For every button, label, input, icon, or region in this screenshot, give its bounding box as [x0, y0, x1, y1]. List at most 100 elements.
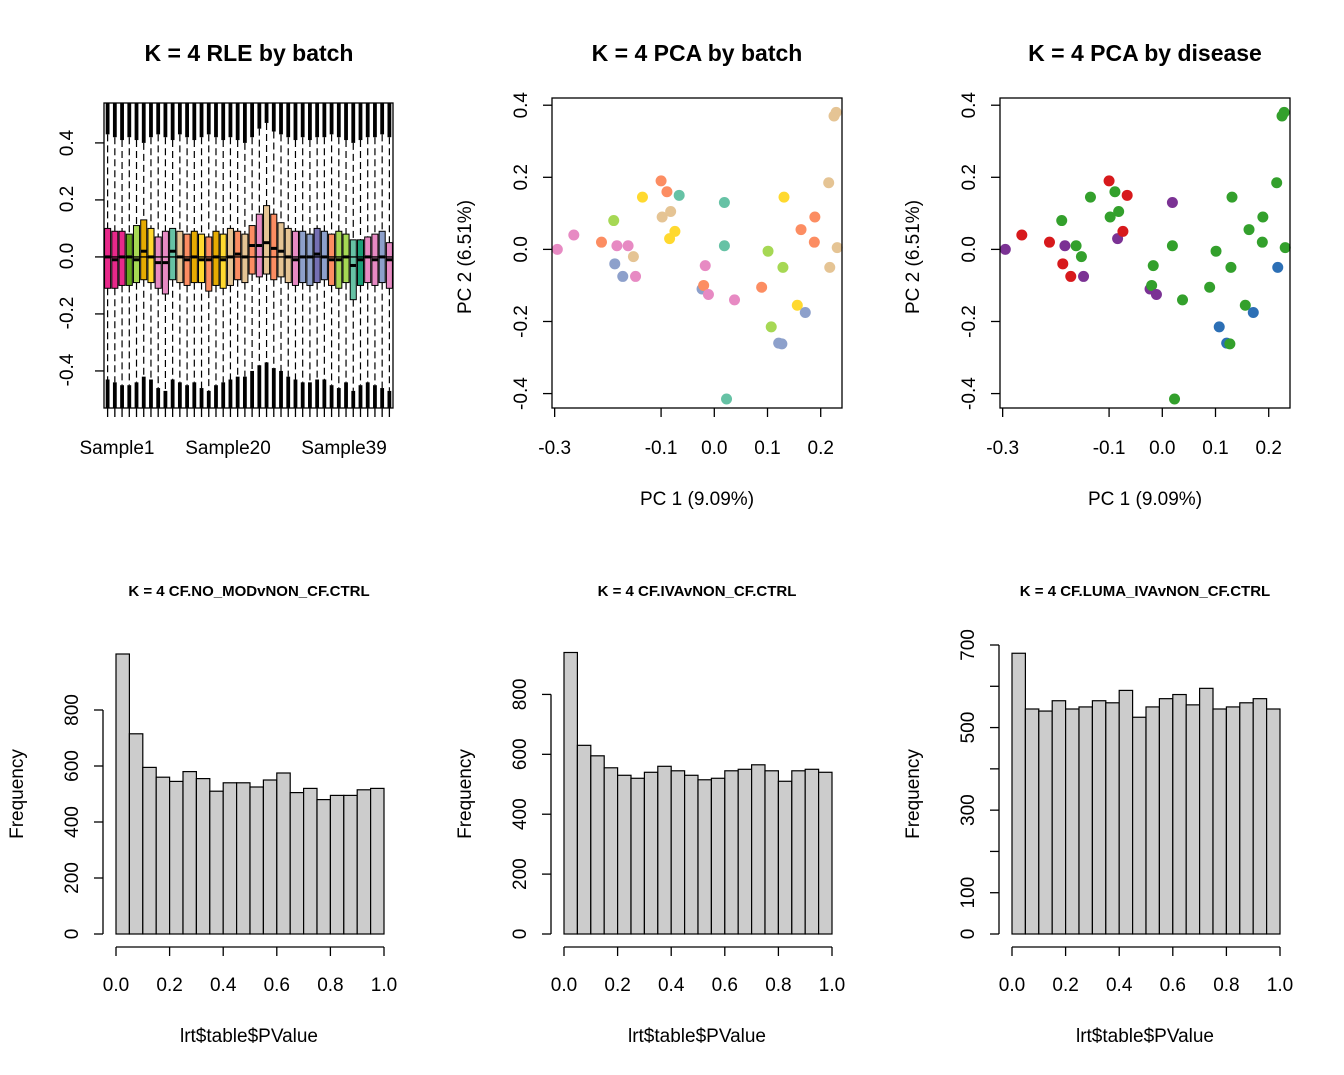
upper-outliers: [156, 103, 161, 135]
histogram-bar: [630, 777, 645, 935]
x-tick-label: 0.4: [658, 975, 685, 996]
histogram-bar: [370, 787, 385, 935]
histogram-bar: [195, 777, 211, 935]
histogram-bar: [670, 770, 686, 935]
histogram-bar: [764, 770, 779, 935]
lower-outliers: [286, 376, 291, 408]
upper-outliers: [387, 103, 392, 138]
upper-outliers: [271, 103, 276, 132]
rle-y-tick-label: 0.2: [57, 186, 78, 212]
lower-outliers: [250, 370, 255, 408]
lower-outliers: [127, 385, 132, 408]
histogram-bar: [724, 770, 739, 935]
histogram-bar: [1118, 689, 1134, 935]
lower-outliers: [242, 376, 247, 408]
upper-outliers: [199, 103, 204, 138]
data-point: [611, 240, 623, 252]
lower-outliers: [264, 362, 269, 408]
lower-outliers: [315, 379, 320, 408]
box: [306, 233, 314, 286]
upper-outliers: [163, 103, 168, 138]
data-point: [669, 225, 681, 237]
rle-boxes: [104, 103, 393, 408]
y-tick-label: 600: [62, 750, 83, 782]
lower-outliers: [300, 382, 305, 408]
upper-outliers: [141, 103, 146, 143]
lower-outliers: [149, 379, 153, 408]
x-tick-label: 1.0: [1267, 975, 1293, 996]
data-point: [1104, 211, 1116, 223]
histogram-bar: [817, 771, 833, 935]
data-point: [622, 240, 634, 252]
x-tick-label: 0.1: [754, 438, 780, 459]
histogram-bar: [737, 768, 753, 935]
histogram-bar: [249, 786, 264, 935]
histogram-bar: [1091, 700, 1107, 935]
upper-outliers: [351, 103, 356, 143]
histogram-bar: [1265, 708, 1281, 935]
data-point: [1166, 197, 1178, 209]
hist-luma-iva-title: K = 4 CF.LUMA_IVAvNON_CF.CTRL: [1020, 583, 1270, 600]
data-point: [1166, 240, 1178, 252]
data-point: [1109, 186, 1121, 198]
hist-luma-iva-x-label: lrt$table$PValue: [1076, 1026, 1214, 1047]
data-point: [776, 338, 788, 350]
lower-outliers: [228, 379, 233, 408]
lower-outliers: [373, 385, 377, 408]
lower-outliers: [134, 382, 139, 408]
upper-outliers: [300, 103, 305, 138]
data-point: [1078, 270, 1090, 282]
x-tick-label: 0.2: [604, 975, 630, 996]
data-point: [718, 240, 730, 252]
upper-outliers: [373, 103, 377, 138]
x-tick-label: -0.1: [1093, 438, 1126, 459]
data-point: [1146, 279, 1158, 291]
lower-outliers: [358, 385, 363, 408]
data-point: [756, 281, 768, 293]
data-point: [1084, 191, 1096, 203]
data-point: [765, 321, 777, 333]
data-point: [1213, 321, 1225, 333]
x-tick-label: 0.6: [264, 975, 290, 996]
data-point: [661, 186, 673, 198]
lower-outliers: [206, 390, 211, 408]
y-tick-label: -0.2: [511, 305, 532, 338]
rle-y-tick-label: 0.0: [57, 243, 78, 269]
histogram-bar: [1131, 716, 1147, 935]
hist-iva-bars: [563, 651, 833, 935]
x-tick-label: 0.4: [1106, 975, 1133, 996]
y-tick-label: 0.2: [511, 164, 532, 190]
lower-outliers: [308, 382, 312, 408]
upper-outliers: [112, 103, 117, 138]
data-point: [665, 206, 677, 218]
data-point: [1225, 261, 1237, 273]
x-tick-label: 0.4: [210, 975, 237, 996]
histogram-bar: [710, 777, 726, 935]
hist-iva-title: K = 4 CF.IVAvNON_CF.CTRL: [598, 583, 797, 600]
histogram-bar: [603, 767, 619, 935]
y-tick-label: 0: [958, 929, 979, 940]
histogram-bar: [643, 771, 659, 935]
hist-luma-iva-axes: 0.0 0.2 0.4 0.6 0.8 1.0 0 100 300 500 700: [958, 629, 1293, 996]
pca-disease-x-label: PC 1 (9.09%): [1088, 489, 1202, 510]
x-tick-label: 0.0: [701, 438, 727, 459]
hist-no-mod-panel: K = 4 CF.NO_MODvNON_CF.CTRL 0.0 0.2 0.4 0.6…: [7, 583, 397, 1047]
x-tick-label: 0.0: [1149, 438, 1175, 459]
data-point: [595, 236, 607, 248]
x-tick-label: 0.2: [808, 438, 834, 459]
lower-outliers: [336, 388, 341, 408]
pca-batch-points: [551, 106, 843, 405]
histogram-bar: [563, 651, 578, 935]
histogram-bar: [1225, 706, 1241, 935]
histogram-bar: [343, 794, 358, 935]
lower-outliers: [344, 382, 348, 408]
y-tick-label: -0.4: [959, 377, 980, 410]
box: [349, 239, 357, 301]
upper-outliers: [322, 103, 327, 138]
upper-outliers: [221, 103, 226, 141]
histogram-bar: [1239, 702, 1254, 935]
y-tick-label: 500: [958, 712, 979, 744]
pca-disease-points: [999, 106, 1291, 405]
data-point: [1272, 261, 1284, 273]
data-point: [729, 294, 741, 306]
